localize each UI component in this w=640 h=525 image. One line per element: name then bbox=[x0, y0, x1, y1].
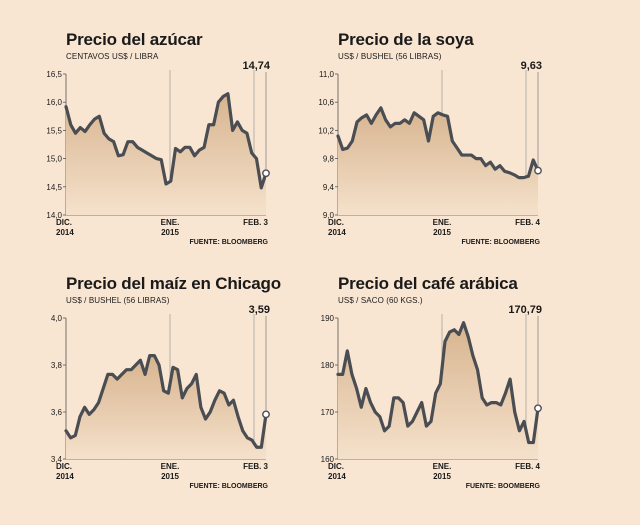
price-area bbox=[66, 93, 266, 215]
y-tick-label: 15,5 bbox=[46, 126, 62, 135]
price-line bbox=[64, 92, 268, 190]
last-value-point bbox=[262, 410, 270, 419]
last-value-point bbox=[262, 169, 270, 178]
sugar-price-chart: 16,5 16,0 15,5 15,0 14,5 14,0 14,74 DIC.2014 ENE… bbox=[46, 60, 270, 246]
y-tick-label: 190 bbox=[321, 314, 335, 323]
chart-title: Precio del azúcar bbox=[66, 30, 203, 49]
x-tick-label: ENE. bbox=[161, 218, 180, 227]
coffee-price-panel: Precio del café arábica US$ / SACO (60 K… bbox=[321, 274, 628, 524]
source-label: FUENTE: BLOOMBERG bbox=[189, 483, 268, 490]
y-tick-label: 9,0 bbox=[323, 211, 335, 220]
y-tick-label: 170 bbox=[321, 408, 335, 417]
x-tick-label: DIC. bbox=[56, 218, 72, 227]
price-line bbox=[336, 106, 540, 180]
x-tick-label: FEB. 4 bbox=[515, 218, 540, 227]
chart-subtitle: US$ / BUSHEL (56 LIBRAS) bbox=[66, 296, 170, 305]
x-tick-sublabel: 2015 bbox=[433, 472, 451, 481]
x-tick-sublabel: 2014 bbox=[328, 472, 346, 481]
x-tick-label: FEB. 4 bbox=[515, 462, 540, 471]
y-tick-label: 9,4 bbox=[323, 183, 335, 192]
y-tick-label: 10,2 bbox=[318, 126, 334, 135]
chart-title: Precio de la soya bbox=[338, 30, 474, 49]
y-tick-label: 4,0 bbox=[51, 314, 63, 323]
x-tick-label: DIC. bbox=[56, 462, 72, 471]
x-tick-label: FEB. 3 bbox=[243, 462, 268, 471]
y-tick-label: 15,0 bbox=[46, 155, 62, 164]
x-tick-sublabel: 2014 bbox=[328, 228, 346, 237]
x-tick-label: ENE. bbox=[161, 462, 180, 471]
last-value-point bbox=[534, 404, 542, 413]
x-tick-sublabel: 2014 bbox=[56, 228, 74, 237]
x-tick-label: ENE. bbox=[433, 218, 452, 227]
source-label: FUENTE: BLOOMBERG bbox=[461, 239, 540, 246]
last-value-label: 170,79 bbox=[508, 304, 542, 316]
price-line bbox=[336, 321, 540, 445]
chart-subtitle: US$ / BUSHEL (56 LIBRAS) bbox=[338, 52, 442, 61]
price-area bbox=[66, 355, 266, 459]
source-label: FUENTE: BLOOMBERG bbox=[189, 239, 268, 246]
y-tick-label: 3,6 bbox=[51, 408, 63, 417]
x-tick-label: ENE. bbox=[433, 462, 452, 471]
price-line bbox=[64, 354, 268, 449]
x-tick-label: DIC. bbox=[328, 218, 344, 227]
corn-price-chart: 4,0 3,8 3,6 3,4 3,59 DIC.2014 ENE.2015 FEB. 3 FU… bbox=[51, 304, 270, 490]
x-tick-label: FEB. 3 bbox=[243, 218, 268, 227]
last-value-label: 14,74 bbox=[242, 60, 270, 72]
coffee-price-chart: 190 180 170 160 170,79 DIC.2014 ENE.2015 FEB. 4… bbox=[321, 304, 542, 490]
chart-title: Precio del maíz en Chicago bbox=[66, 274, 281, 293]
y-tick-label: 180 bbox=[321, 361, 335, 370]
y-tick-label: 16,0 bbox=[46, 98, 62, 107]
y-tick-label: 3,8 bbox=[51, 361, 63, 370]
x-tick-sublabel: 2014 bbox=[56, 472, 74, 481]
x-tick-label: DIC. bbox=[328, 462, 344, 471]
x-tick-sublabel: 2015 bbox=[161, 472, 179, 481]
x-tick-sublabel: 2015 bbox=[161, 228, 179, 237]
y-tick-label: 9,8 bbox=[323, 155, 335, 164]
soy-price-panel: Precio de la soya US$ / BUSHEL (56 LIBRA… bbox=[318, 30, 628, 280]
y-tick-label: 160 bbox=[321, 455, 335, 464]
last-value-label: 9,63 bbox=[521, 60, 542, 72]
y-tick-label: 3,4 bbox=[51, 455, 63, 464]
y-tick-label: 11,0 bbox=[319, 70, 335, 79]
chart-title: Precio del café arábica bbox=[338, 274, 518, 293]
last-value-point bbox=[534, 166, 542, 175]
chart-subtitle: US$ / SACO (60 KGS.) bbox=[338, 296, 423, 305]
x-tick-sublabel: 2015 bbox=[433, 228, 451, 237]
chart-subtitle: CENTAVOS US$ / LIBRA bbox=[66, 52, 159, 61]
price-area bbox=[338, 107, 538, 215]
y-tick-label: 10,6 bbox=[318, 98, 334, 107]
sugar-price-panel: Precio del azúcar CENTAVOS US$ / LIBRA 1… bbox=[46, 30, 356, 280]
corn-price-panel: Precio del maíz en Chicago US$ / BUSHEL … bbox=[51, 274, 356, 524]
source-label: FUENTE: BOOMBERG bbox=[466, 483, 541, 490]
y-tick-label: 14,5 bbox=[46, 183, 62, 192]
y-tick-label: 14,0 bbox=[46, 211, 62, 220]
last-value-label: 3,59 bbox=[249, 304, 270, 316]
y-tick-label: 16,5 bbox=[46, 70, 62, 79]
soy-price-chart: 11,0 10,6 10,2 9,8 9,4 9,0 9,63 DIC.2014 ENE.201… bbox=[318, 60, 542, 246]
